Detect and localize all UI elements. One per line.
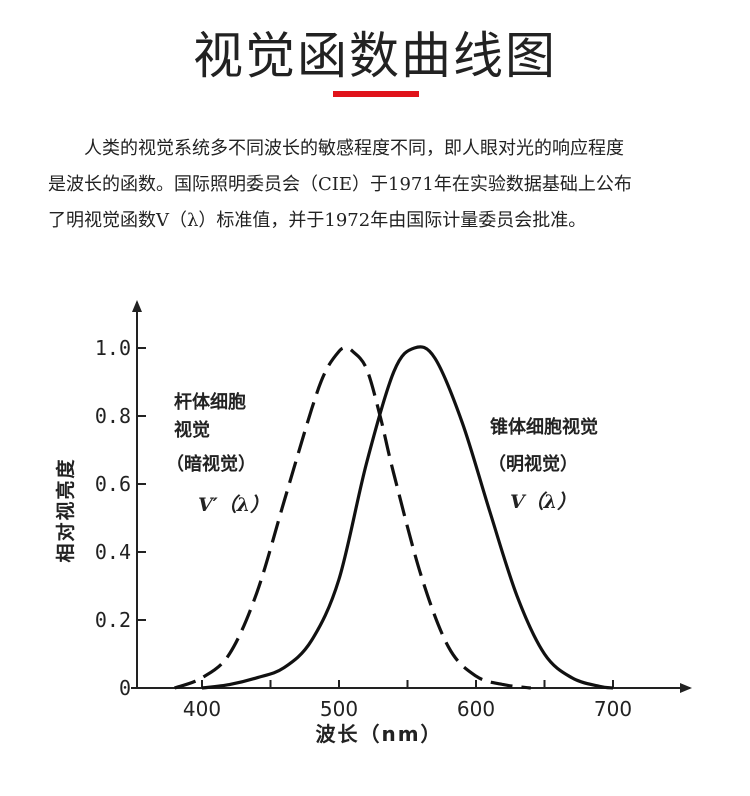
x-tick-label: 700 [594,697,632,721]
cone-label-line-1: 锥体细胞视觉 [490,416,598,438]
axes: 0 0.2 0.4 0.6 0.8 1.0 400 500 600 700 [95,300,692,721]
y-tick-label: 0 [119,676,131,700]
rod-label-line-1: 杆体细胞 [174,391,246,413]
intro-line-1: 人类的视觉系统多不同波长的敏感程度不同，即人眼对光的响应程度 [48,138,624,159]
photopic-curve-line [201,345,614,690]
intro-line-2: 是波长的函数。国际照明委员会（CIE）于1971年在实验数据基础上公布 [48,174,632,195]
y-tick-label: 1.0 [95,336,131,360]
luminosity-chart: 0 0.2 0.4 0.6 0.8 1.0 400 500 600 700 相对视亮度 波长（nm… [54,300,692,746]
rod-label-symbol: V′（λ） [198,494,269,516]
y-tick-label: 0.2 [95,608,131,632]
title-underline [333,91,419,97]
rod-label-line-3: （暗视觉） [166,453,256,475]
series-group [174,345,614,690]
page-title: 视觉函数曲线图 [193,27,557,85]
y-tick-label: 0.6 [95,472,131,496]
x-tick-label: 400 [183,697,221,721]
x-axis-label: 波长（nm） [315,722,442,746]
cone-label-line-2: （明视觉） [488,453,578,475]
y-tick-label: 0.4 [95,540,131,564]
y-axis-label: 相对视亮度 [54,457,77,562]
chart-labels: 相对视亮度 波长（nm） 杆体细胞 视觉 （暗视觉） V′（λ） 锥体细胞视觉 … [54,391,598,746]
x-tick-label: 500 [320,697,358,721]
y-tick-label: 0.8 [95,404,131,428]
intro-paragraph: 人类的视觉系统多不同波长的敏感程度不同，即人眼对光的响应程度 是波长的函数。国际… [48,131,718,239]
cone-label-symbol: V（λ） [510,491,576,513]
intro-line-3: 了明视觉函数V（λ）标准值，并于1972年由国际计量委员会批准。 [48,210,587,231]
rod-label-line-2: 视觉 [174,419,210,441]
scotopic-curve-line [174,346,532,690]
x-tick-label: 600 [457,697,495,721]
